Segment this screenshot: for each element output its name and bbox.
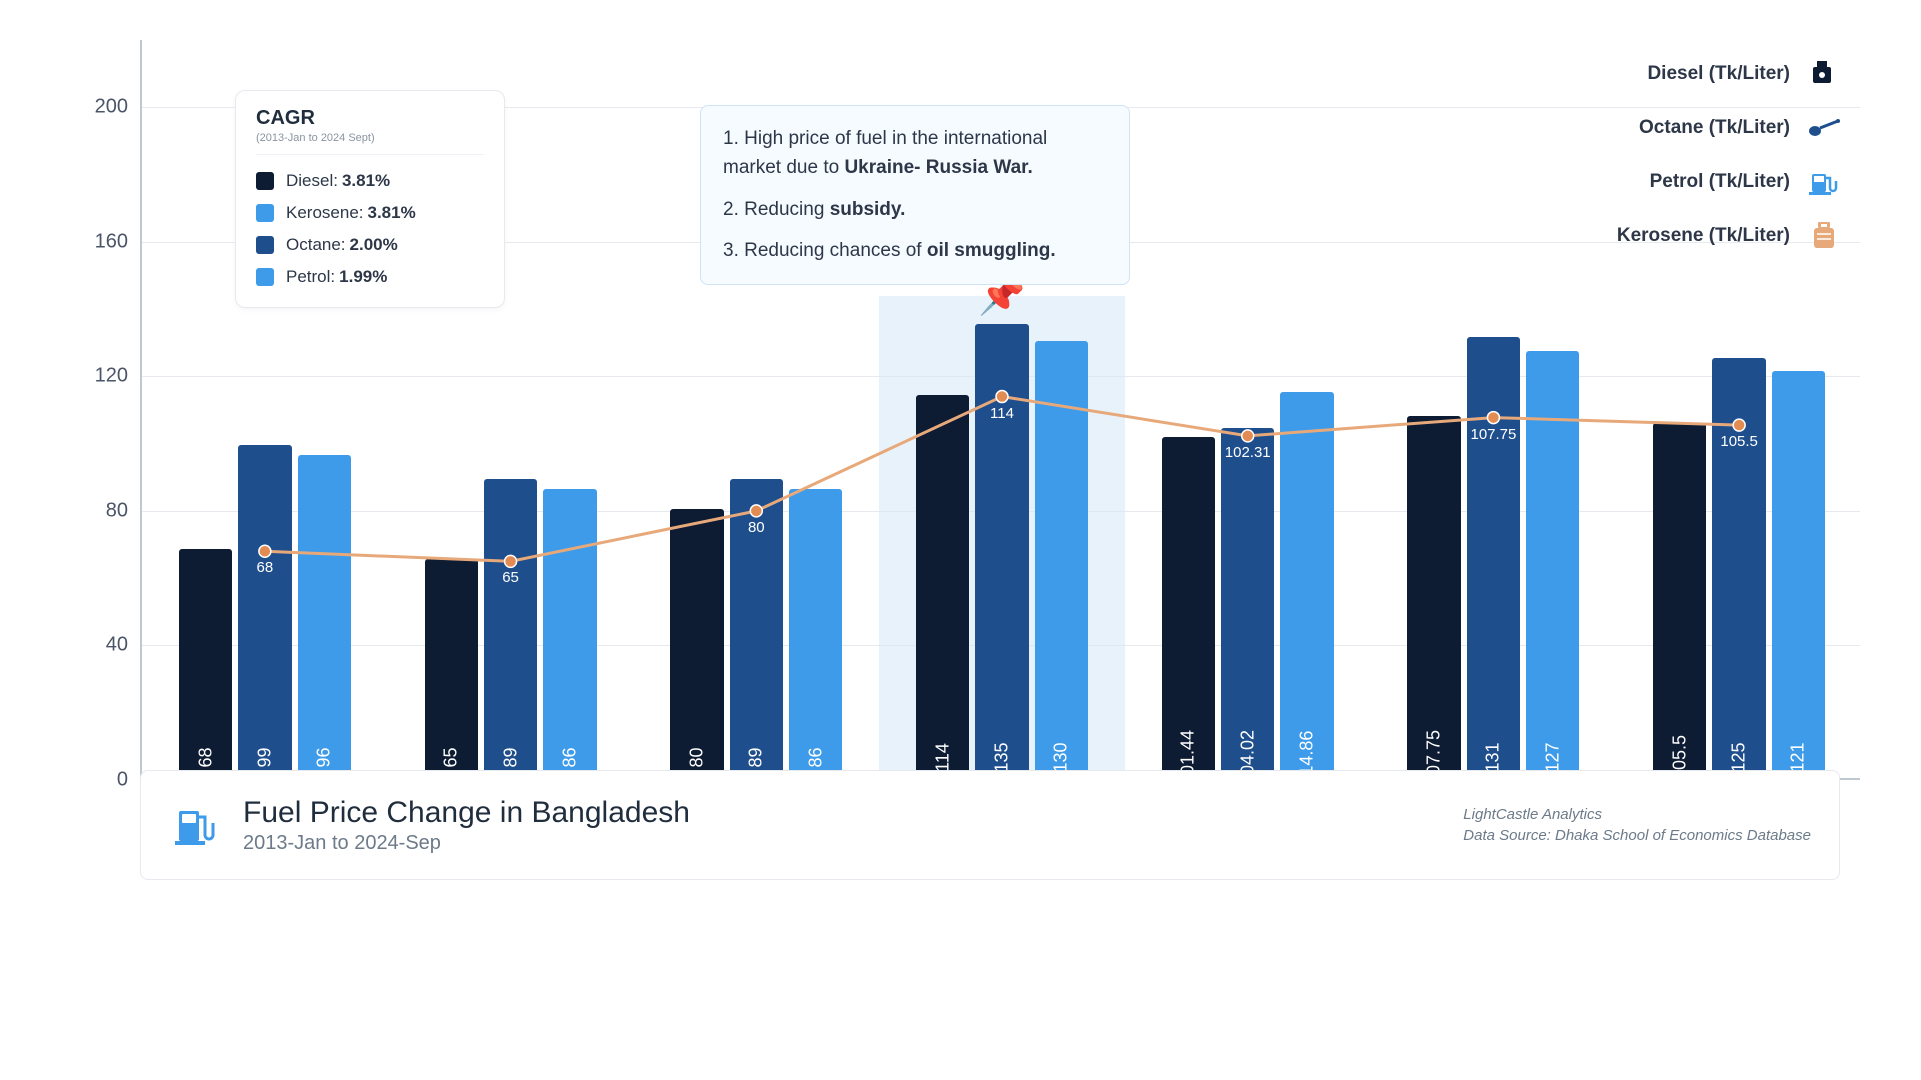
legend-item: Petrol (Tk/Liter) (1540, 168, 1840, 196)
bar: 105.5 (1653, 423, 1706, 778)
footer-source-1: LightCastle Analytics (1463, 806, 1811, 823)
cagr-name: Kerosene: (286, 203, 364, 223)
bar-value-label: 89 (746, 747, 767, 767)
line-value-label: 107.75 (1470, 426, 1516, 443)
footer-text: Fuel Price Change in Bangladesh 2013-Jan… (243, 796, 690, 855)
bar: 65 (425, 559, 478, 778)
line-value-label: 68 (257, 559, 274, 576)
y-tick-label: 200 (95, 96, 128, 119)
bar: 96 (298, 455, 351, 778)
footer-source-2: Data Source: Dhaka School of Economics D… (1463, 827, 1811, 844)
petrol-icon (1808, 168, 1840, 196)
bar-value-label: 127 (1542, 742, 1563, 772)
bar-value-label: 114 (932, 743, 953, 772)
cagr-name: Diesel: (286, 171, 338, 191)
cagr-swatch (256, 172, 274, 190)
bar: 99 (238, 445, 291, 778)
cagr-swatch (256, 204, 274, 222)
line-value-label: 102.31 (1225, 444, 1271, 461)
callout-line: 1. High price of fuel in the internation… (723, 124, 1107, 183)
bar-value-label: 121 (1788, 742, 1809, 772)
line-value-label: 114 (990, 405, 1014, 422)
octane-icon (1808, 114, 1840, 142)
bar: 114.86 (1280, 392, 1333, 778)
footer-sources: LightCastle Analytics Data Source: Dhaka… (1463, 806, 1811, 844)
bar: 80 (670, 509, 723, 778)
legend: Diesel (Tk/Liter) Octane (Tk/Liter) Petrol… (1540, 60, 1840, 276)
y-tick-label: 80 (106, 499, 128, 522)
y-tick-label: 40 (106, 634, 128, 657)
footer-subtitle: 2013-Jan to 2024-Sep (243, 832, 690, 855)
legend-label: Kerosene (Tk/Liter) (1617, 225, 1790, 247)
cagr-value: 2.00% (350, 235, 398, 255)
footer-title: Fuel Price Change in Bangladesh (243, 796, 690, 830)
bar: 86 (789, 489, 842, 778)
cagr-divider (256, 154, 484, 155)
line-value-label: 105.5 (1720, 433, 1758, 450)
bar: 86 (543, 489, 596, 778)
legend-label: Petrol (Tk/Liter) (1650, 171, 1790, 193)
legend-item: Diesel (Tk/Liter) (1540, 60, 1840, 88)
cagr-name: Octane: (286, 235, 346, 255)
bar: 131 (1467, 337, 1520, 778)
cagr-value: 1.99% (339, 267, 387, 287)
bar-value-label: 89 (500, 747, 521, 767)
annotation-callout: 1. High price of fuel in the internation… (700, 105, 1130, 285)
bar-value-label: 86 (559, 747, 580, 767)
bar: 125 (1712, 358, 1765, 778)
line-value-label: 80 (748, 519, 765, 536)
bar: 104.02 (1221, 428, 1274, 778)
callout-line: 3. Reducing chances of oil smuggling. (723, 236, 1107, 265)
bar: 114 (916, 395, 969, 778)
bar: 130 (1035, 341, 1088, 778)
bar-value-label: 65 (441, 747, 462, 767)
y-tick-label: 160 (95, 230, 128, 253)
bar: 135 (975, 324, 1028, 778)
legend-item: Kerosene (Tk/Liter) (1540, 222, 1840, 250)
bar: 127 (1526, 351, 1579, 778)
kerosene-icon (1808, 222, 1840, 250)
bar-value-label: 96 (314, 747, 335, 767)
bar: 107.75 (1407, 416, 1460, 778)
legend-label: Diesel (Tk/Liter) (1647, 63, 1790, 85)
cagr-title: CAGR (256, 107, 484, 130)
footer-bar: Fuel Price Change in Bangladesh 2013-Jan… (140, 770, 1840, 880)
bar-value-label: 80 (686, 747, 707, 767)
callout-line: 2. Reducing subsidy. (723, 195, 1107, 224)
chart-wrap: 0 40 80 120 160 200 68 65 80 114 101.44 107.75 105.… (60, 40, 1860, 870)
cagr-swatch (256, 236, 274, 254)
cagr-row: Kerosene: 3.81% (256, 197, 484, 229)
diesel-icon (1808, 60, 1840, 88)
line-value-label: 65 (502, 569, 519, 586)
bar-value-label: 86 (805, 747, 826, 767)
y-tick-label: 120 (95, 365, 128, 388)
cagr-rows: Diesel: 3.81%Kerosene: 3.81%Octane: 2.00… (256, 165, 484, 293)
bar-value-label: 130 (1051, 742, 1072, 772)
bar-value-label: 135 (991, 742, 1012, 772)
y-axis: 04080120160200 (60, 40, 140, 780)
chart-page: 0 40 80 120 160 200 68 65 80 114 101.44 107.75 105.… (0, 0, 1921, 1080)
cagr-name: Petrol: (286, 267, 335, 287)
bar-value-label: 131 (1483, 742, 1504, 772)
bar: 121 (1772, 371, 1825, 778)
bar: 68 (179, 549, 232, 778)
legend-item: Octane (Tk/Liter) (1540, 114, 1840, 142)
legend-label: Octane (Tk/Liter) (1639, 117, 1790, 139)
cagr-value: 3.81% (368, 203, 416, 223)
cagr-subtitle: (2013-Jan to 2024 Sept) (256, 132, 484, 144)
cagr-value: 3.81% (342, 171, 390, 191)
fuel-pump-icon (169, 797, 225, 853)
cagr-row: Octane: 2.00% (256, 229, 484, 261)
bar-value-label: 99 (254, 747, 275, 767)
bar: 101.44 (1162, 437, 1215, 778)
y-tick-label: 0 (117, 769, 128, 792)
bar-value-label: 68 (195, 747, 216, 767)
bar-value-label: 125 (1729, 742, 1750, 772)
cagr-swatch (256, 268, 274, 286)
cagr-row: Diesel: 3.81% (256, 165, 484, 197)
cagr-card: CAGR (2013-Jan to 2024 Sept) Diesel: 3.8… (235, 90, 505, 308)
bar: 89 (484, 479, 537, 778)
cagr-row: Petrol: 1.99% (256, 261, 484, 293)
